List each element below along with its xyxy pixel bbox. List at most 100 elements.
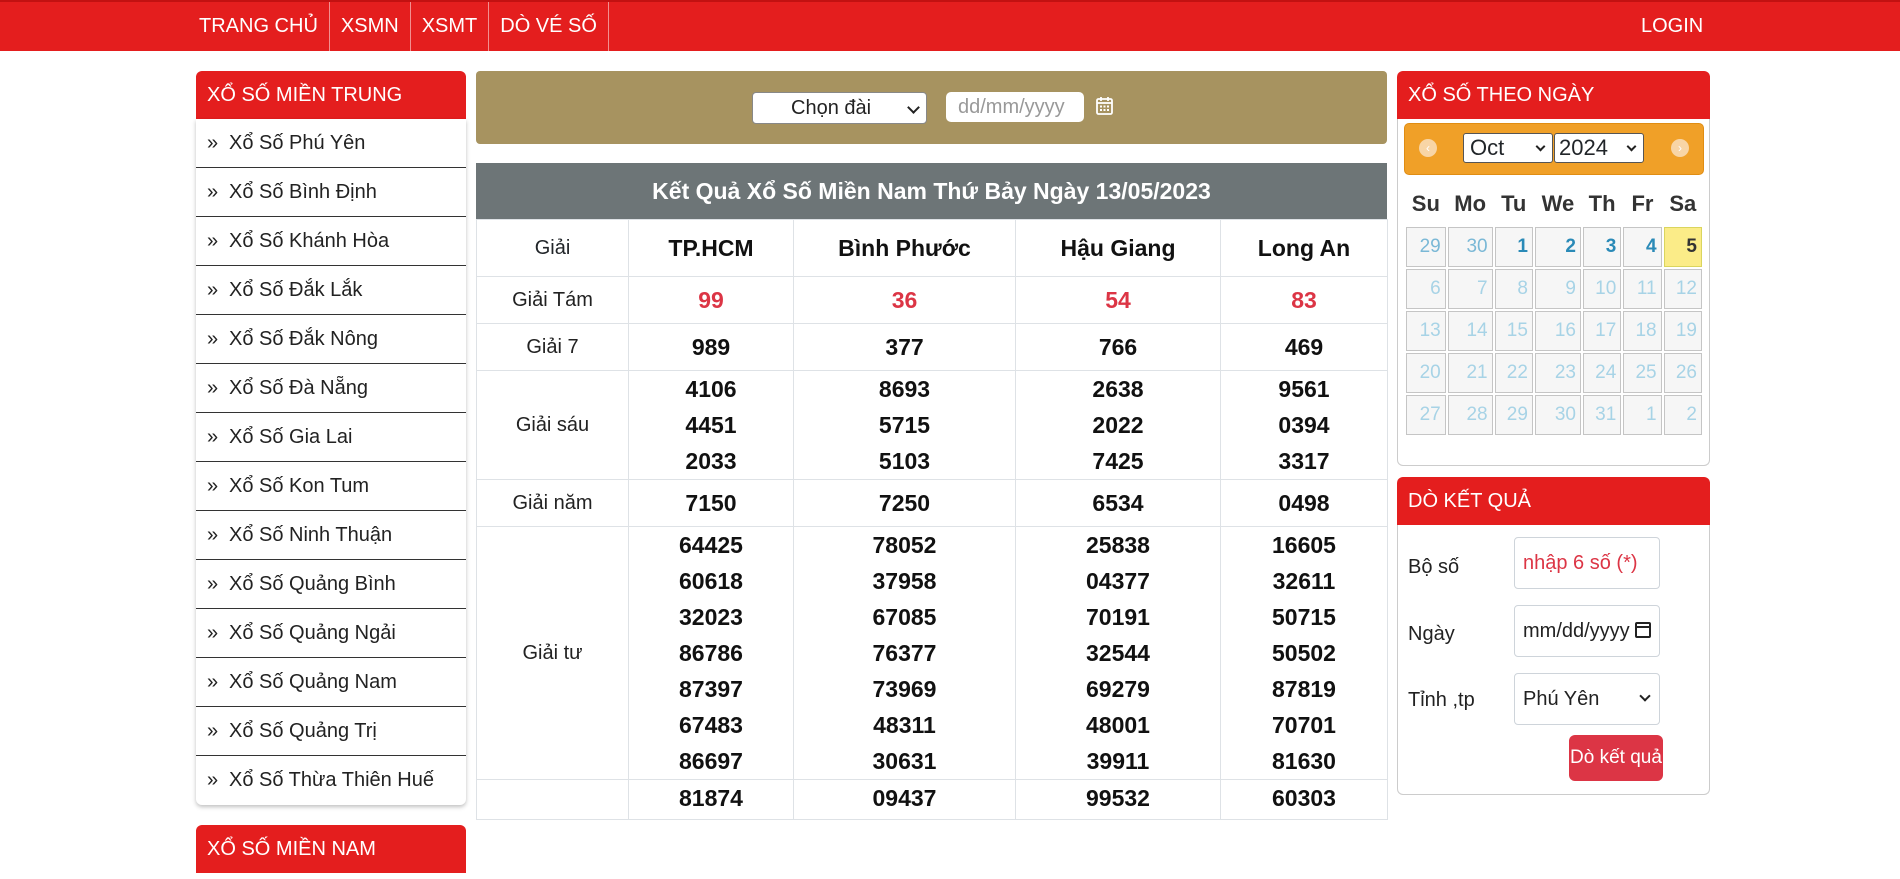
chevron-right-icon: » <box>207 230 219 252</box>
prize-number: 32544 <box>1086 640 1150 666</box>
mien-nam-title: XỔ SỐ MIỀN NAM <box>196 825 466 873</box>
weekday-label: Fr <box>1631 191 1654 216</box>
prize-number: 83 <box>1291 287 1317 313</box>
province-link[interactable]: » Xổ Số Khánh Hòa <box>196 217 466 266</box>
calendar-day-other-month[interactable]: 29 <box>1406 227 1446 267</box>
province-label: Xổ Số Bình Định <box>229 181 377 203</box>
province-label: Xổ Số Thừa Thiên Huế <box>229 769 434 791</box>
prize-number: 32023 <box>679 604 743 630</box>
chevron-right-icon: » <box>207 328 219 350</box>
calendar-day-disabled: 19 <box>1663 311 1702 351</box>
prize-number: 86786 <box>679 640 743 666</box>
prize-number: 16605 <box>1272 532 1336 558</box>
prev-month-icon[interactable]: ‹ <box>1419 139 1437 157</box>
calendar-day-disabled: 26 <box>1663 353 1702 393</box>
calendar-header: ‹ Oct 2024 › <box>1404 123 1704 175</box>
prize-number: 09437 <box>872 785 937 811</box>
province-label: Xổ Số Phú Yên <box>229 132 366 154</box>
prize-numbers: 99532 <box>1015 779 1221 820</box>
prize-number: 87397 <box>679 676 743 702</box>
chevron-right-icon: » <box>207 279 219 301</box>
calendar-day[interactable]: 1 <box>1494 227 1533 267</box>
province-link[interactable]: » Xổ Số Quảng Bình <box>196 560 466 609</box>
prize-numbers: 16605 32611 50715 50502 87819 70701 81630 <box>1220 526 1388 780</box>
province-link[interactable]: » Xổ Số Quảng Trị <box>196 707 466 756</box>
calendar-icon[interactable] <box>1096 96 1113 115</box>
chevron-down-icon <box>1535 141 1546 152</box>
calendar-day-disabled: 6 <box>1406 269 1446 309</box>
province-label: Xổ Số Quảng Bình <box>229 573 396 595</box>
next-month-icon[interactable]: › <box>1671 139 1689 157</box>
province-link[interactable]: » Xổ Số Đà Nẵng <box>196 364 466 413</box>
nav-xsmn[interactable]: XSMN <box>330 2 411 51</box>
prize-number: 69279 <box>1086 676 1150 702</box>
calendar-day-disabled: 27 <box>1406 395 1446 435</box>
calendar-day-disabled: 2 <box>1663 395 1702 435</box>
prize-number: 48001 <box>1086 712 1150 738</box>
calendar-day-disabled: 16 <box>1534 311 1581 351</box>
station-select[interactable]: Chọn đài <box>752 92 927 124</box>
prize-row: Giải tư 64425 60618 32023 86786 87397 67483 866… <box>476 526 1388 780</box>
province-label: Xổ Số Đà Nẵng <box>229 377 368 399</box>
prize-number: 54 <box>1105 287 1131 313</box>
tinh-value: Phú Yên <box>1523 688 1600 710</box>
prize-number: 5715 <box>878 412 931 438</box>
calendar-day-disabled: 9 <box>1534 269 1581 309</box>
province-link[interactable]: » Xổ Số Bình Định <box>196 168 466 217</box>
prize-number: 50502 <box>1272 640 1336 666</box>
province-link[interactable]: » Xổ Số Quảng Nam <box>196 658 466 707</box>
province-link[interactable]: » Xổ Số Đắk Nông <box>196 315 466 364</box>
province-link[interactable]: » Xổ Số Kon Tum <box>196 462 466 511</box>
chevron-right-icon: » <box>207 769 219 791</box>
calendar-day-other-month[interactable]: 30 <box>1447 227 1493 267</box>
province-header: TP.HCM <box>628 219 794 277</box>
prize-number: 81874 <box>679 785 743 811</box>
month-select[interactable]: Oct <box>1463 133 1553 163</box>
calendar-day-disabled: 29 <box>1494 395 1533 435</box>
prize-number: 2638 <box>1092 376 1144 402</box>
calendar-grid: Su Mo Tu We Th Fr Sa 29 30 1 2 3 4 5 6 7 8 9 10 11 12 13 14 15… <box>1404 181 1704 437</box>
tinh-select[interactable]: Phú Yên <box>1514 673 1660 725</box>
calendar-day-disabled: 14 <box>1447 311 1493 351</box>
calendar-day[interactable]: 4 <box>1623 227 1662 267</box>
prize-numbers: 7250 <box>793 479 1016 527</box>
prize-numbers: 9561 0394 3317 <box>1220 370 1388 480</box>
chevron-right-icon: » <box>207 524 219 546</box>
prize-number: 60618 <box>679 568 743 594</box>
login-link[interactable]: LOGIN <box>1641 15 1704 37</box>
prize-number: 32611 <box>1272 568 1336 594</box>
province-link[interactable]: » Xổ Số Quảng Ngải <box>196 609 466 658</box>
prize-number: 70191 <box>1086 604 1150 630</box>
calendar-day-disabled: 25 <box>1623 353 1662 393</box>
bo-so-input[interactable]: nhập 6 số (*) <box>1514 537 1660 589</box>
result-title: Kết Quả Xổ Số Miền Nam Thứ Bảy Ngày 13/0… <box>476 163 1387 219</box>
prize-number: 76377 <box>872 640 937 666</box>
province-link[interactable]: » Xổ Số Phú Yên <box>196 119 466 168</box>
weekday-label: Th <box>1588 191 1616 216</box>
province-link[interactable]: » Xổ Số Thừa Thiên Huế <box>196 756 466 805</box>
check-result-button[interactable]: Dò kết quả <box>1569 735 1663 781</box>
ngay-input[interactable]: mm/dd/yyyy <box>1514 605 1660 657</box>
prize-number: 25838 <box>1086 532 1150 558</box>
year-select[interactable]: 2024 <box>1554 133 1644 163</box>
nav-trang-chu[interactable]: TRANG CHỦ <box>188 2 330 51</box>
calendar-day-disabled: 1 <box>1623 395 1662 435</box>
calendar-day-today[interactable]: 5 <box>1663 227 1702 267</box>
prize-number: 8693 <box>878 376 931 402</box>
calendar-icon[interactable] <box>1635 622 1651 638</box>
calendar-day-disabled: 7 <box>1447 269 1493 309</box>
province-link[interactable]: » Xổ Số Ninh Thuận <box>196 511 466 560</box>
calendar-day[interactable]: 3 <box>1582 227 1622 267</box>
prize-number: 99532 <box>1086 785 1150 811</box>
prize-numbers: 54 <box>1015 276 1221 324</box>
prize-number: 5103 <box>878 448 931 474</box>
prize-number: 6534 <box>1092 490 1144 516</box>
province-link[interactable]: » Xổ Số Gia Lai <box>196 413 466 462</box>
province-link[interactable]: » Xổ Số Đắk Lắk <box>196 266 466 315</box>
prize-number: 7150 <box>685 490 737 516</box>
nav-do-ve-so[interactable]: DÒ VÉ SỐ <box>489 2 609 51</box>
nav-xsmt[interactable]: XSMT <box>411 2 490 51</box>
province-label: Xổ Số Ninh Thuận <box>229 524 393 546</box>
date-input[interactable]: dd/mm/yyyy <box>946 92 1084 122</box>
calendar-day[interactable]: 2 <box>1534 227 1581 267</box>
